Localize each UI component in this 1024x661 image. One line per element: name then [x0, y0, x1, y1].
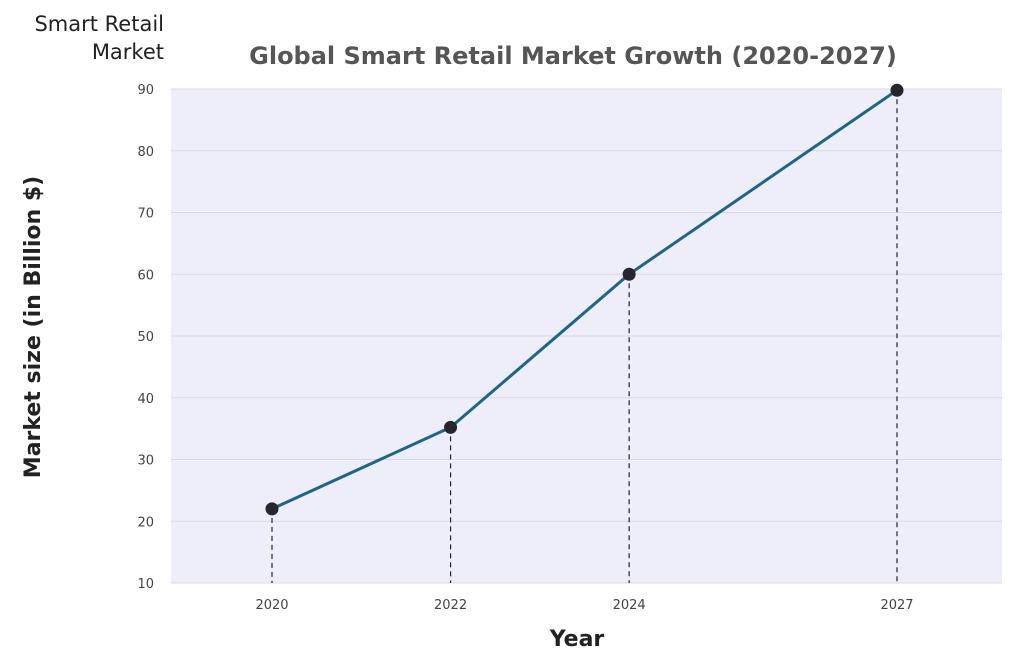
y-tick-label-10: 10: [137, 577, 154, 592]
y-tick-label-40: 40: [137, 392, 154, 407]
y-tick-label-60: 60: [137, 268, 154, 283]
data-points: [265, 83, 904, 516]
corner-label-line-2: Market: [91, 40, 164, 64]
corner-label-line-1: Smart Retail: [34, 12, 164, 36]
y-tick-label-80: 80: [137, 145, 154, 160]
x-tick-label-2020: 2020: [255, 598, 288, 613]
y-tick-labels: 10 20 30 40 50 60 70 80 90: [137, 83, 154, 592]
x-tick-label-2027: 2027: [880, 598, 913, 613]
y-tick-label-70: 70: [137, 207, 154, 222]
corner-label: Smart Retail Market: [34, 10, 164, 66]
series-line: [271, 88, 898, 511]
y-tick-label-30: 30: [137, 454, 154, 469]
y-tick-label-50: 50: [137, 330, 154, 345]
data-point-2024: [622, 267, 636, 281]
y-tick-label-90: 90: [137, 83, 154, 98]
x-tick-labels: 2020 2022 2024 2027: [255, 598, 913, 613]
chart-title: Global Smart Retail Market Growth (2020-…: [249, 42, 897, 70]
data-point-2020: [265, 502, 279, 516]
y-axis-title: Market size (in Billion $): [21, 176, 46, 478]
data-point-2027: [890, 83, 904, 97]
series-group: [271, 88, 898, 511]
grid-lines: [171, 88, 1002, 584]
x-tick-label-2024: 2024: [613, 598, 646, 613]
data-point-2022: [444, 420, 458, 434]
y-tick-label-20: 20: [137, 515, 154, 530]
x-axis-title: Year: [549, 627, 605, 652]
x-tick-label-2022: 2022: [434, 598, 467, 613]
drop-lines: [271, 90, 898, 583]
